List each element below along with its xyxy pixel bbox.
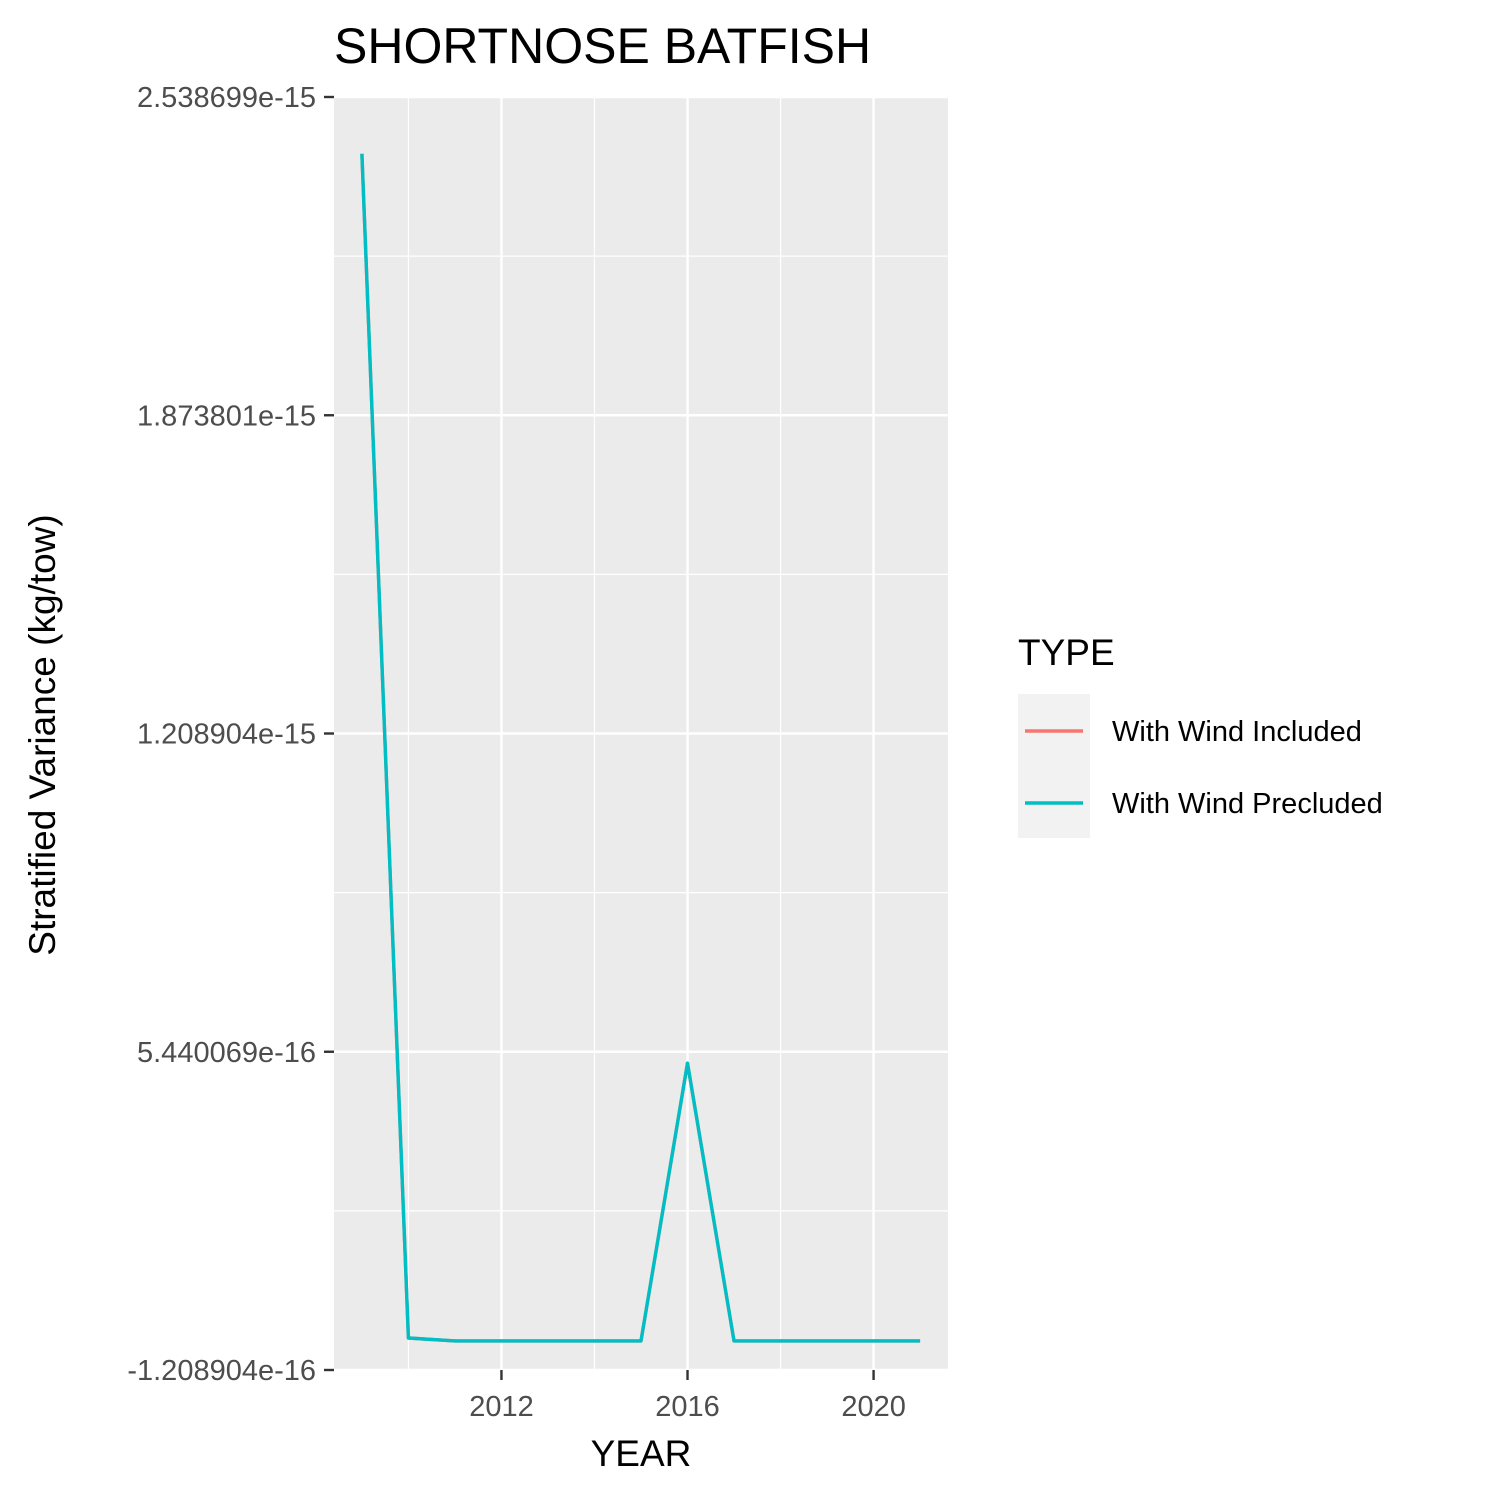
legend-label-with-wind-precluded: With Wind Precluded <box>1112 788 1383 820</box>
x-axis: 2012 2016 2020 <box>469 1370 906 1423</box>
y-tick-label: 1.873801e-15 <box>137 400 316 432</box>
x-axis-title: YEAR <box>591 1433 692 1474</box>
major-gridlines <box>334 95 948 1372</box>
y-axis: -1.208904e-16 5.440069e-16 1.208904e-15 1.8… <box>127 82 334 1387</box>
x-tick-label: 2012 <box>469 1391 534 1423</box>
legend-title: TYPE <box>1018 632 1115 673</box>
legend-key-background <box>1018 694 1090 838</box>
y-tick-label: 5.440069e-16 <box>137 1037 316 1069</box>
x-tick-label: 2020 <box>841 1391 906 1423</box>
y-tick-label: -1.208904e-16 <box>127 1355 316 1387</box>
chart-title: SHORTNOSE BATFISH <box>334 18 871 74</box>
series-lines <box>360 153 921 1343</box>
legend-items: With Wind Included With Wind Precluded <box>1025 716 1383 820</box>
x-tick-label: 2016 <box>655 1391 720 1423</box>
legend: TYPE With Wind Included With Wind Preclud… <box>1018 632 1383 838</box>
y-tick-label: 2.538699e-15 <box>137 82 316 114</box>
series-line-with-wind-precluded <box>360 153 921 1343</box>
legend-label-with-wind-included: With Wind Included <box>1112 716 1362 748</box>
y-tick-label: 1.208904e-15 <box>137 719 316 751</box>
y-axis-title: Stratified Variance (kg/tow) <box>22 514 63 955</box>
